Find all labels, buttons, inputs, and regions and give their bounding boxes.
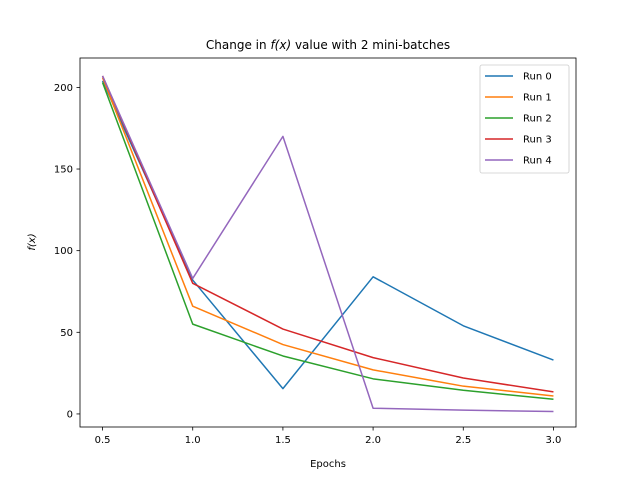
legend-label: Run 4 bbox=[523, 156, 552, 167]
x-tick-label: 1.5 bbox=[275, 435, 291, 446]
legend-label: Run 3 bbox=[523, 135, 552, 146]
chart-title: Change in f(x) value with 2 mini-batches bbox=[206, 38, 450, 52]
x-axis-label: Epochs bbox=[310, 459, 346, 470]
legend-box bbox=[479, 64, 570, 174]
series-line-run-0 bbox=[101, 80, 554, 390]
y-tick-label: 200 bbox=[54, 83, 73, 94]
legend: Run 0 Run 1 Run 2 Run 3 Run 4 bbox=[479, 64, 570, 174]
series-line-run-1 bbox=[101, 77, 554, 397]
y-tick-label: 100 bbox=[54, 246, 73, 257]
series-line-run-4 bbox=[101, 75, 554, 413]
legend-label: Run 0 bbox=[523, 72, 552, 83]
x-tick-label: 2.5 bbox=[455, 435, 471, 446]
y-tick-label: 50 bbox=[60, 328, 73, 339]
x-tick-label: 3.0 bbox=[546, 435, 562, 446]
x-axis-ticks: 0.5 1.0 1.5 2.0 2.5 3.0 bbox=[95, 427, 562, 446]
legend-label: Run 2 bbox=[523, 114, 552, 125]
y-axis-label: f(x) bbox=[27, 233, 38, 250]
plot-frame bbox=[79, 57, 577, 428]
series-line-run-3 bbox=[101, 75, 554, 393]
y-tick-label: 0 bbox=[67, 409, 73, 420]
x-tick-label: 1.0 bbox=[185, 435, 201, 446]
y-axis-ticks: 0 50 100 150 200 bbox=[54, 83, 80, 420]
series-lines bbox=[101, 75, 554, 413]
x-tick-label: 0.5 bbox=[95, 435, 111, 446]
legend-label: Run 1 bbox=[523, 93, 552, 104]
series-line-run-2 bbox=[101, 82, 554, 400]
y-tick-label: 150 bbox=[54, 165, 73, 176]
x-tick-label: 2.0 bbox=[365, 435, 381, 446]
